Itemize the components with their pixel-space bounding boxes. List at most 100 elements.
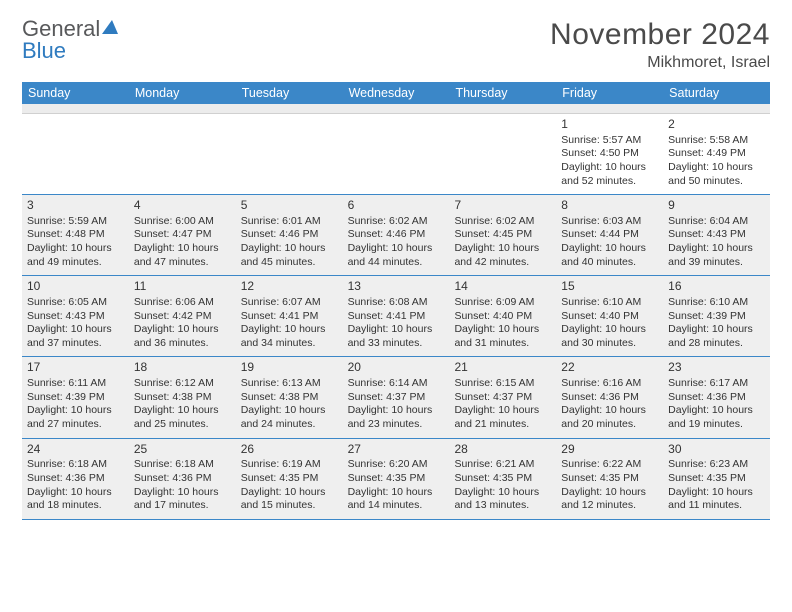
daylight-label: Daylight: 10 hours and 17 minutes. — [134, 486, 231, 513]
day-number: 3 — [27, 198, 124, 214]
day-cell: 11Sunrise: 6:06 AMSunset: 4:42 PMDayligh… — [129, 276, 236, 356]
dow-label: Monday — [129, 82, 236, 104]
day-cell: 29Sunrise: 6:22 AMSunset: 4:35 PMDayligh… — [556, 439, 663, 519]
day-cell: 7Sunrise: 6:02 AMSunset: 4:45 PMDaylight… — [449, 195, 556, 275]
page-header: General Blue November 2024 Mikhmoret, Is… — [22, 18, 770, 72]
week-row: 3Sunrise: 5:59 AMSunset: 4:48 PMDaylight… — [22, 195, 770, 276]
day-cell: 1Sunrise: 5:57 AMSunset: 4:50 PMDaylight… — [556, 114, 663, 194]
day-number: 10 — [27, 279, 124, 295]
daylight-label: Daylight: 10 hours and 49 minutes. — [27, 242, 124, 269]
sunrise-label: Sunrise: 6:18 AM — [27, 458, 124, 472]
sunrise-label: Sunrise: 6:21 AM — [454, 458, 551, 472]
day-cell: 21Sunrise: 6:15 AMSunset: 4:37 PMDayligh… — [449, 357, 556, 437]
sunrise-label: Sunrise: 6:06 AM — [134, 296, 231, 310]
empty-cell — [343, 114, 450, 194]
day-cell: 16Sunrise: 6:10 AMSunset: 4:39 PMDayligh… — [663, 276, 770, 356]
sunrise-label: Sunrise: 6:01 AM — [241, 215, 338, 229]
sunset-label: Sunset: 4:49 PM — [668, 147, 765, 161]
sunset-label: Sunset: 4:42 PM — [134, 310, 231, 324]
day-number: 22 — [561, 360, 658, 376]
daylight-label: Daylight: 10 hours and 13 minutes. — [454, 486, 551, 513]
sunrise-label: Sunrise: 6:14 AM — [348, 377, 445, 391]
daylight-label: Daylight: 10 hours and 15 minutes. — [241, 486, 338, 513]
day-cell: 15Sunrise: 6:10 AMSunset: 4:40 PMDayligh… — [556, 276, 663, 356]
day-cell: 10Sunrise: 6:05 AMSunset: 4:43 PMDayligh… — [22, 276, 129, 356]
day-cell: 9Sunrise: 6:04 AMSunset: 4:43 PMDaylight… — [663, 195, 770, 275]
day-number: 14 — [454, 279, 551, 295]
dow-label: Wednesday — [343, 82, 450, 104]
daylight-label: Daylight: 10 hours and 34 minutes. — [241, 323, 338, 350]
daylight-label: Daylight: 10 hours and 25 minutes. — [134, 404, 231, 431]
sunrise-label: Sunrise: 6:08 AM — [348, 296, 445, 310]
day-number: 18 — [134, 360, 231, 376]
day-cell: 8Sunrise: 6:03 AMSunset: 4:44 PMDaylight… — [556, 195, 663, 275]
daylight-label: Daylight: 10 hours and 42 minutes. — [454, 242, 551, 269]
dow-label: Saturday — [663, 82, 770, 104]
brand-text: General Blue — [22, 18, 120, 62]
sunset-label: Sunset: 4:36 PM — [27, 472, 124, 486]
sunset-label: Sunset: 4:46 PM — [348, 228, 445, 242]
day-number: 27 — [348, 442, 445, 458]
sunrise-label: Sunrise: 6:13 AM — [241, 377, 338, 391]
dow-label: Sunday — [22, 82, 129, 104]
empty-cell — [129, 114, 236, 194]
sunset-label: Sunset: 4:41 PM — [348, 310, 445, 324]
sunset-label: Sunset: 4:35 PM — [241, 472, 338, 486]
day-number: 16 — [668, 279, 765, 295]
daylight-label: Daylight: 10 hours and 19 minutes. — [668, 404, 765, 431]
day-number: 30 — [668, 442, 765, 458]
day-number: 23 — [668, 360, 765, 376]
day-number: 12 — [241, 279, 338, 295]
sunrise-label: Sunrise: 6:23 AM — [668, 458, 765, 472]
day-number: 7 — [454, 198, 551, 214]
sunrise-label: Sunrise: 6:11 AM — [27, 377, 124, 391]
daylight-label: Daylight: 10 hours and 23 minutes. — [348, 404, 445, 431]
day-number: 5 — [241, 198, 338, 214]
week-row: 24Sunrise: 6:18 AMSunset: 4:36 PMDayligh… — [22, 439, 770, 520]
empty-cell — [22, 114, 129, 194]
day-number: 17 — [27, 360, 124, 376]
daylight-label: Daylight: 10 hours and 12 minutes. — [561, 486, 658, 513]
month-title: November 2024 — [550, 18, 770, 52]
calendar-grid: SundayMondayTuesdayWednesdayThursdayFrid… — [22, 82, 770, 520]
sunrise-label: Sunrise: 6:10 AM — [561, 296, 658, 310]
day-number: 4 — [134, 198, 231, 214]
day-cell: 26Sunrise: 6:19 AMSunset: 4:35 PMDayligh… — [236, 439, 343, 519]
sunset-label: Sunset: 4:48 PM — [27, 228, 124, 242]
sunrise-label: Sunrise: 6:04 AM — [668, 215, 765, 229]
day-cell: 28Sunrise: 6:21 AMSunset: 4:35 PMDayligh… — [449, 439, 556, 519]
week-row: 1Sunrise: 5:57 AMSunset: 4:50 PMDaylight… — [22, 114, 770, 195]
day-cell: 27Sunrise: 6:20 AMSunset: 4:35 PMDayligh… — [343, 439, 450, 519]
daylight-label: Daylight: 10 hours and 31 minutes. — [454, 323, 551, 350]
day-number: 9 — [668, 198, 765, 214]
day-number: 15 — [561, 279, 658, 295]
sunset-label: Sunset: 4:39 PM — [668, 310, 765, 324]
day-cell: 20Sunrise: 6:14 AMSunset: 4:37 PMDayligh… — [343, 357, 450, 437]
dow-label: Tuesday — [236, 82, 343, 104]
daylight-label: Daylight: 10 hours and 30 minutes. — [561, 323, 658, 350]
day-number: 11 — [134, 279, 231, 295]
day-cell: 14Sunrise: 6:09 AMSunset: 4:40 PMDayligh… — [449, 276, 556, 356]
sunrise-label: Sunrise: 6:19 AM — [241, 458, 338, 472]
sunset-label: Sunset: 4:47 PM — [134, 228, 231, 242]
sunrise-label: Sunrise: 6:20 AM — [348, 458, 445, 472]
day-number: 8 — [561, 198, 658, 214]
day-cell: 4Sunrise: 6:00 AMSunset: 4:47 PMDaylight… — [129, 195, 236, 275]
day-number: 1 — [561, 117, 658, 133]
sunrise-label: Sunrise: 6:00 AM — [134, 215, 231, 229]
day-number: 29 — [561, 442, 658, 458]
brand-part2: Blue — [22, 38, 66, 63]
sunset-label: Sunset: 4:38 PM — [134, 391, 231, 405]
day-cell: 3Sunrise: 5:59 AMSunset: 4:48 PMDaylight… — [22, 195, 129, 275]
sunrise-label: Sunrise: 6:02 AM — [348, 215, 445, 229]
day-cell: 19Sunrise: 6:13 AMSunset: 4:38 PMDayligh… — [236, 357, 343, 437]
sunrise-label: Sunrise: 6:05 AM — [27, 296, 124, 310]
sail-icon — [100, 18, 120, 40]
day-cell: 2Sunrise: 5:58 AMSunset: 4:49 PMDaylight… — [663, 114, 770, 194]
daylight-label: Daylight: 10 hours and 47 minutes. — [134, 242, 231, 269]
title-block: November 2024 Mikhmoret, Israel — [550, 18, 770, 72]
sunset-label: Sunset: 4:39 PM — [27, 391, 124, 405]
location-label: Mikhmoret, Israel — [550, 54, 770, 72]
sunset-label: Sunset: 4:43 PM — [668, 228, 765, 242]
day-cell: 18Sunrise: 6:12 AMSunset: 4:38 PMDayligh… — [129, 357, 236, 437]
